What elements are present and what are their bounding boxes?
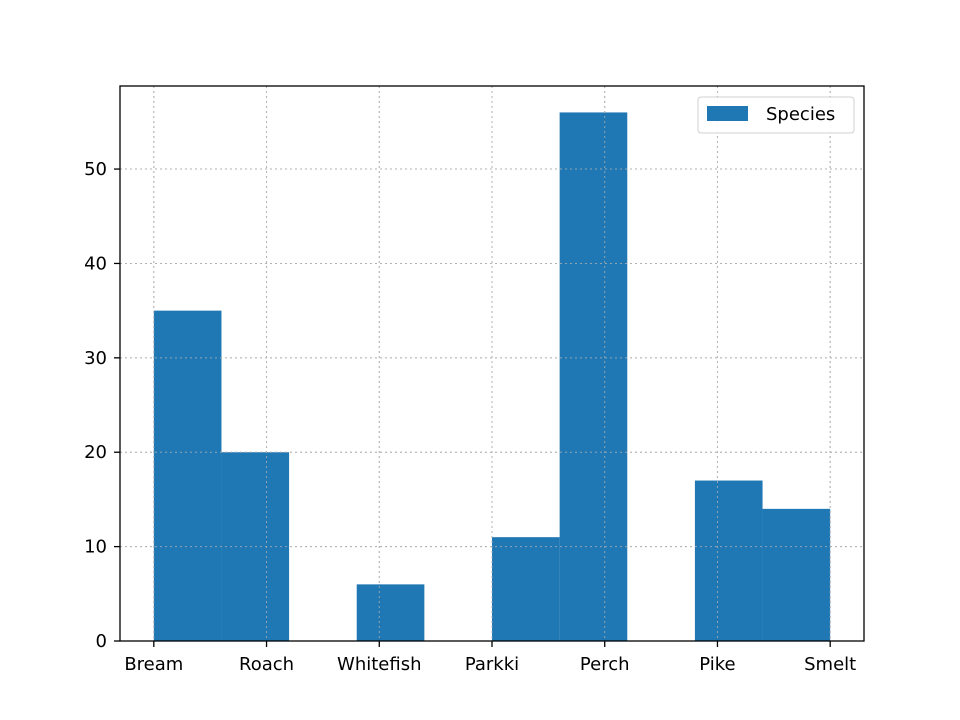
y-axis: 0 10 20 30 40 50 <box>84 159 120 652</box>
y-tick-label: 10 <box>84 537 107 558</box>
x-tick-label: Parkki <box>465 654 519 675</box>
histogram-bar <box>694 480 763 641</box>
histogram-bar <box>153 310 222 641</box>
x-tick-label: Bream <box>124 654 183 675</box>
x-tick-label: Smelt <box>804 654 856 675</box>
histogram-bar <box>356 584 425 641</box>
histogram-bar <box>492 537 560 641</box>
histogram-bar <box>559 112 628 641</box>
histogram-bar <box>762 508 831 641</box>
x-tick-label: Whitefish <box>337 654 421 675</box>
bars <box>153 112 831 641</box>
x-axis: Bream Roach Whitefish Parkki Perch Pike Smelt <box>124 641 856 675</box>
y-tick-label: 40 <box>84 253 107 274</box>
x-tick-label: Roach <box>239 654 294 675</box>
legend: Species <box>697 96 855 134</box>
legend-swatch <box>707 106 748 121</box>
y-tick-label: 0 <box>96 631 107 652</box>
x-tick-label: Perch <box>580 654 630 675</box>
x-tick-label: Pike <box>699 654 735 675</box>
y-tick-label: 50 <box>84 159 107 180</box>
y-tick-label: 30 <box>84 348 107 369</box>
y-tick-label: 20 <box>84 442 107 463</box>
legend-label: Species <box>766 104 835 125</box>
